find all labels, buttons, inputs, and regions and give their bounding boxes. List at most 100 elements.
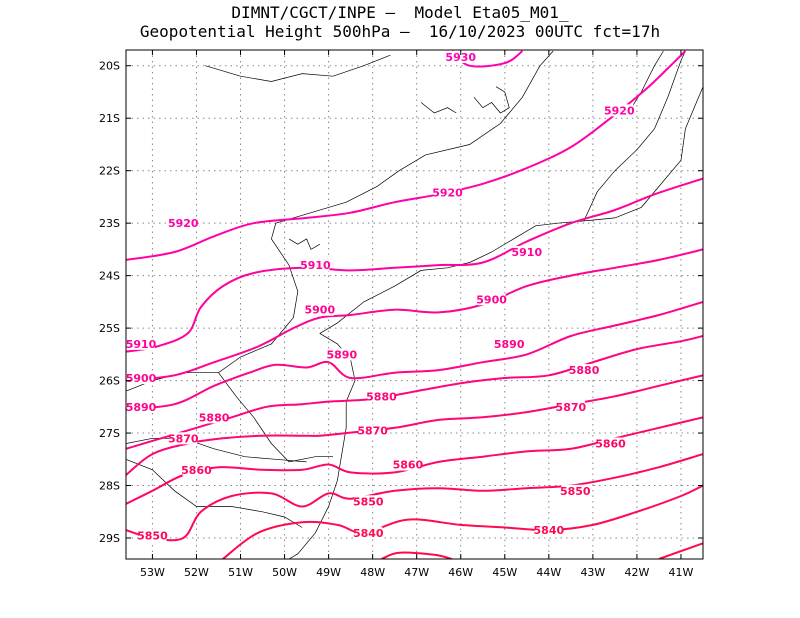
- contour-label-5890: 5890: [126, 401, 157, 414]
- contour-label-bg: [127, 337, 155, 350]
- contour-label-bg: [127, 400, 155, 413]
- contour-label-5860: 5860: [393, 459, 424, 472]
- contour-label-5850: 5850: [560, 485, 591, 498]
- lat-tick-label: 22S: [99, 165, 120, 178]
- contour-label-5930: 5930: [445, 51, 476, 64]
- contour-label-5870: 5870: [168, 432, 199, 445]
- contour-label-bg: [570, 364, 599, 377]
- lat-tick-label: 24S: [99, 270, 120, 283]
- lon-tick-label: 43W: [580, 566, 605, 579]
- contour-label-bg: [477, 293, 506, 306]
- lon-tick-label: 46W: [448, 566, 473, 579]
- contour-label-5870: 5870: [556, 401, 587, 414]
- contour-label-5910: 5910: [512, 246, 543, 259]
- contour-label-5850: 5850: [353, 495, 384, 508]
- lon-tick-label: 41W: [669, 566, 694, 579]
- contour-labels: 5930 5920 5920 5920 5910 5910 5910 5900 5900 5900…: [126, 51, 635, 542]
- contour-label-5910: 5910: [300, 259, 331, 272]
- lon-tick-label: 42W: [624, 566, 649, 579]
- contour-label-bg: [534, 524, 563, 537]
- contour-label-bg: [182, 463, 211, 476]
- coastline-segment: [420, 102, 457, 114]
- contour-label-5900: 5900: [304, 304, 335, 317]
- contour-line-5830: [658, 542, 703, 559]
- contour-label-5880: 5880: [366, 390, 397, 403]
- coastline-segment: [473, 86, 510, 114]
- contour-label-bg: [561, 484, 590, 497]
- contour-line-5880: [126, 335, 703, 450]
- contour-line-5830: [381, 551, 453, 559]
- contour-label-bg: [301, 259, 330, 272]
- contour-label-bg: [169, 217, 198, 230]
- contour-label-5910: 5910: [126, 338, 157, 351]
- contour-label-bg: [556, 400, 585, 413]
- contour-label-5850: 5850: [137, 529, 168, 542]
- contour-label-bg: [354, 526, 383, 539]
- contour-line-5900: [126, 248, 703, 382]
- lon-tick-label: 53W: [140, 566, 165, 579]
- coastline-segment: [583, 50, 686, 221]
- contour-label-bg: [327, 348, 356, 361]
- contour-label-5840: 5840: [353, 527, 384, 540]
- contour-label-5840: 5840: [534, 524, 565, 537]
- contour-label-bg: [358, 424, 387, 437]
- contour-label-bg: [393, 458, 422, 471]
- contour-label-5920: 5920: [604, 104, 635, 117]
- coastline: [126, 50, 703, 559]
- lon-tick-label: 47W: [404, 566, 429, 579]
- lat-tick-label: 26S: [99, 375, 120, 388]
- contour-label-bg: [138, 529, 167, 542]
- grid-lines: [126, 50, 703, 559]
- contour-line-5850: [126, 453, 703, 542]
- contours: [126, 50, 703, 559]
- contour-line-5920: [126, 50, 687, 261]
- coastline-segment: [205, 54, 391, 82]
- coastline-segment: [627, 50, 664, 114]
- contour-label-5860: 5860: [595, 438, 626, 451]
- contour-label-5900: 5900: [126, 372, 157, 385]
- contour-label-bg: [200, 411, 229, 424]
- lat-tick-label: 23S: [99, 217, 120, 230]
- lat-tick-label: 25S: [99, 322, 120, 335]
- coastline-segment: [218, 372, 333, 463]
- contour-label-5880: 5880: [199, 411, 230, 424]
- lat-tick-label: 20S: [99, 60, 120, 73]
- title-line-1: DIMNT/CGCT/INPE – Model Eta05_M01_: [231, 3, 569, 22]
- contour-label-bg: [495, 337, 524, 350]
- contour-line-5840: [222, 484, 703, 559]
- lon-tick-label: 52W: [184, 566, 209, 579]
- contour-line-5890: [126, 300, 703, 411]
- lon-tick-label: 44W: [536, 566, 561, 579]
- lat-tick-label: 29S: [99, 532, 120, 545]
- coastline-segment: [126, 437, 307, 463]
- contour-label-5920: 5920: [432, 187, 463, 200]
- coastline-segment: [288, 238, 320, 250]
- contour-label-5880: 5880: [569, 364, 600, 377]
- contour-label-bg: [354, 495, 383, 508]
- contour-line-5910: [126, 177, 703, 353]
- coastline-segment: [319, 86, 703, 334]
- plot-frame: [125, 49, 704, 560]
- lon-tick-label: 49W: [316, 566, 341, 579]
- coastline-segment: [126, 458, 303, 528]
- lon-tick-label: 48W: [360, 566, 385, 579]
- lat-tick-label: 28S: [99, 480, 120, 493]
- contour-label-bg: [367, 390, 396, 403]
- contour-label-5920: 5920: [168, 217, 199, 230]
- contour-label-5890: 5890: [494, 338, 525, 351]
- contour-label-5870: 5870: [357, 424, 388, 437]
- contour-label-5890: 5890: [327, 348, 358, 361]
- coastline-segment: [126, 50, 554, 392]
- contour-label-bg: [605, 104, 634, 117]
- lon-tick-label: 51W: [228, 566, 253, 579]
- contour-label-bg: [127, 371, 155, 384]
- lon-tick-label: 50W: [272, 566, 297, 579]
- contour-label-5900: 5900: [476, 293, 507, 306]
- lat-tick-label: 27S: [99, 427, 120, 440]
- contour-label-bg: [512, 246, 541, 259]
- contour-label-bg: [305, 303, 334, 316]
- contour-label-5860: 5860: [181, 464, 212, 477]
- lat-tick-label: 21S: [99, 112, 120, 125]
- contour-label-bg: [596, 437, 625, 450]
